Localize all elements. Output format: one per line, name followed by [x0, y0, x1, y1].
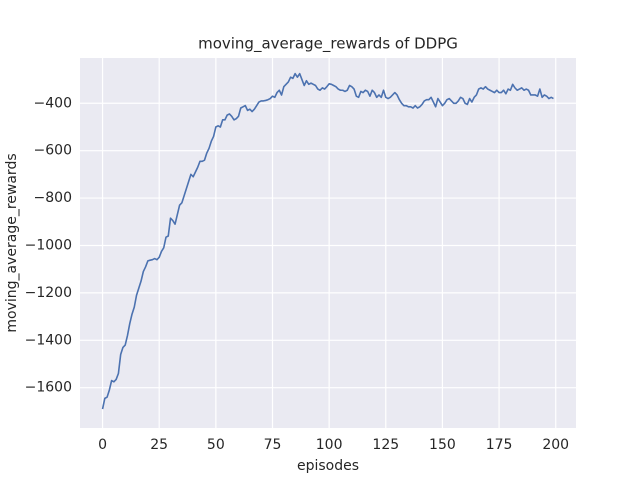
x-tick-label: 0 — [98, 437, 107, 453]
y-tick-label: −1200 — [25, 285, 72, 301]
y-tick-label: −800 — [34, 190, 72, 206]
grid — [80, 58, 576, 428]
x-tick-label: 25 — [150, 437, 168, 453]
x-axis-label: episodes — [297, 458, 359, 474]
y-tick-label: −1000 — [25, 237, 72, 253]
y-axis-label: moving_average_rewards — [4, 153, 20, 332]
x-tick-label: 75 — [264, 437, 282, 453]
chart-title: moving_average_rewards of DDPG — [198, 35, 458, 54]
y-tick-label: −1600 — [25, 380, 72, 396]
y-tick-label: −600 — [34, 143, 72, 159]
y-tick-label: −1400 — [25, 332, 72, 348]
x-tick-label: 100 — [316, 437, 343, 453]
x-tick-label: 125 — [372, 437, 399, 453]
x-tick-label: 150 — [429, 437, 456, 453]
x-tick-label: 50 — [207, 437, 225, 453]
line — [101, 72, 554, 410]
marks — [101, 72, 554, 410]
x-tick-label: 200 — [542, 437, 569, 453]
x-tick-label: 175 — [486, 437, 513, 453]
y-tick-label: −400 — [34, 95, 72, 111]
plot-area — [80, 58, 576, 428]
